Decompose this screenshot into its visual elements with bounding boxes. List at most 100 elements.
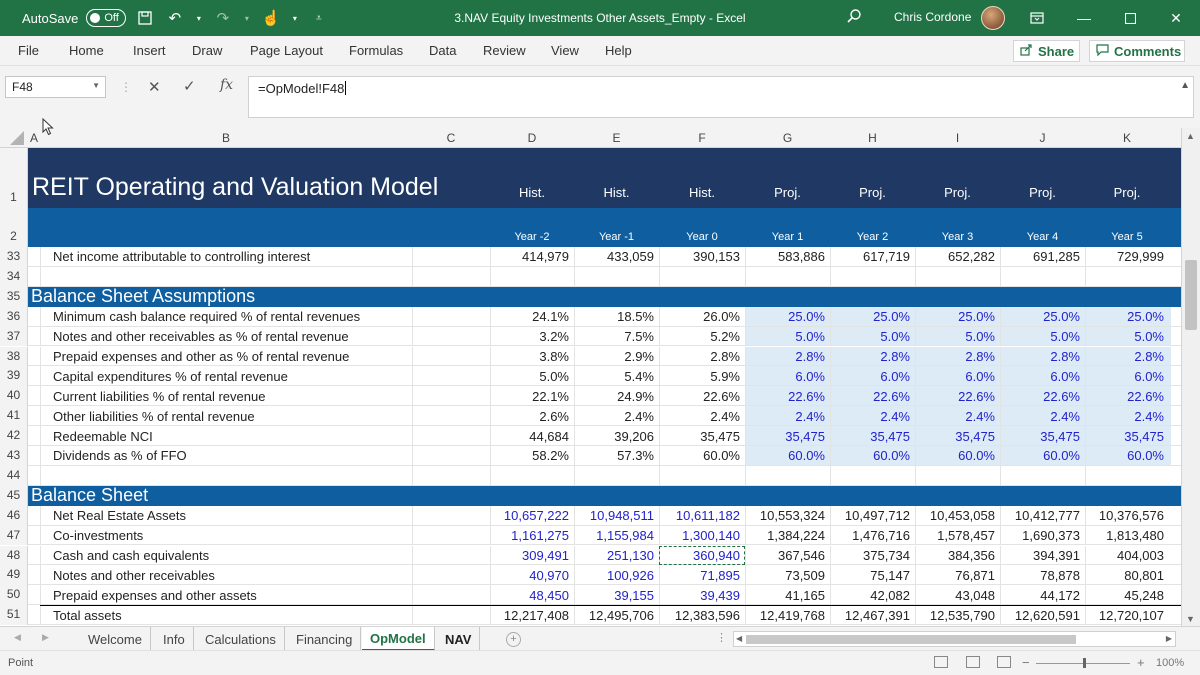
- vertical-scrollbar[interactable]: ▲ ▼: [1181, 128, 1200, 626]
- value-cell[interactable]: 251,130: [607, 547, 654, 563]
- value-cell[interactable]: 1,300,140: [682, 528, 740, 544]
- cell[interactable]: [412, 347, 490, 367]
- value-cell[interactable]: 22.6%: [873, 388, 910, 404]
- value-cell[interactable]: 60.0%: [1043, 448, 1080, 464]
- row-header-33[interactable]: 33: [0, 247, 28, 267]
- value-cell[interactable]: 60.0%: [873, 448, 910, 464]
- vertical-scroll-thumb[interactable]: [1185, 260, 1197, 330]
- value-cell[interactable]: 22.6%: [1127, 388, 1164, 404]
- page-break-view-icon[interactable]: [997, 656, 1011, 668]
- value-cell[interactable]: 18.5%: [617, 309, 654, 325]
- value-cell[interactable]: 1,813,480: [1106, 528, 1164, 544]
- period-type-label[interactable]: Proj.: [1113, 185, 1141, 200]
- column-header-f[interactable]: F: [698, 131, 706, 145]
- period-type-label[interactable]: Hist.: [603, 185, 630, 200]
- value-cell[interactable]: 5.4%: [624, 368, 654, 384]
- ribbon-display-options-icon[interactable]: [1014, 0, 1060, 36]
- tab-file[interactable]: File: [18, 43, 39, 58]
- column-header-d[interactable]: D: [527, 131, 537, 145]
- value-cell[interactable]: 73,509: [785, 567, 825, 583]
- row-header-2[interactable]: 2: [0, 208, 28, 247]
- scroll-right-icon[interactable]: ▶: [1165, 634, 1172, 643]
- row-label[interactable]: Current liabilities % of rental revenue: [53, 388, 266, 404]
- value-cell[interactable]: 25.0%: [1127, 309, 1164, 325]
- cell[interactable]: [412, 506, 490, 526]
- row-label[interactable]: Co-investments: [53, 528, 144, 544]
- value-cell[interactable]: 2.8%: [1134, 348, 1164, 364]
- value-cell[interactable]: 10,376,576: [1098, 508, 1164, 524]
- avatar[interactable]: [981, 6, 1005, 30]
- value-cell[interactable]: 394,391: [1033, 547, 1080, 563]
- value-cell[interactable]: 22.6%: [788, 388, 825, 404]
- row-header-36[interactable]: 36: [0, 306, 28, 327]
- value-cell[interactable]: 390,153: [693, 249, 740, 265]
- value-cell[interactable]: 44,172: [1040, 587, 1080, 603]
- row-label[interactable]: Dividends as % of FFO: [53, 448, 187, 464]
- add-sheet-icon[interactable]: +: [506, 632, 521, 647]
- value-cell[interactable]: 100,926: [607, 567, 654, 583]
- row-label[interactable]: Notes and other receivables as % of rent…: [53, 329, 349, 345]
- touch-mode-icon[interactable]: ☝: [261, 10, 281, 27]
- value-cell[interactable]: 10,553,324: [759, 508, 825, 524]
- cell[interactable]: [412, 307, 490, 327]
- row-label[interactable]: Capital expenditures % of rental revenue: [53, 368, 288, 384]
- value-cell[interactable]: 48,450: [529, 587, 569, 603]
- sheet-tab-nav[interactable]: NAV: [437, 627, 481, 651]
- horizontal-scrollbar[interactable]: ◀ ▶: [733, 631, 1176, 647]
- value-cell[interactable]: 6.0%: [795, 368, 825, 384]
- row-header-34[interactable]: 34: [0, 266, 28, 287]
- row-label[interactable]: Prepaid expenses and other as % of renta…: [53, 348, 350, 364]
- cell[interactable]: [412, 565, 490, 585]
- undo-dropdown-icon[interactable]: ▾: [196, 13, 201, 23]
- search-icon[interactable]: [846, 8, 866, 28]
- column-header-i[interactable]: I: [955, 131, 960, 145]
- value-cell[interactable]: 2.4%: [1134, 408, 1164, 424]
- value-cell[interactable]: 2.8%: [710, 348, 740, 364]
- cell[interactable]: [412, 247, 490, 267]
- row-label[interactable]: Redeemable NCI: [53, 428, 153, 444]
- tab-view[interactable]: View: [551, 43, 579, 58]
- value-cell[interactable]: 10,657,222: [503, 508, 569, 524]
- value-cell[interactable]: 2.6%: [539, 408, 569, 424]
- value-cell[interactable]: 5.9%: [710, 368, 740, 384]
- period-type-label[interactable]: Proj.: [774, 185, 801, 200]
- cell[interactable]: [412, 366, 490, 386]
- save-icon[interactable]: [134, 7, 156, 29]
- value-cell[interactable]: 40,970: [529, 567, 569, 583]
- tab-splitter-icon[interactable]: ⋮: [716, 632, 727, 644]
- row-label[interactable]: Cash and cash equivalents: [53, 547, 210, 563]
- row-header-46[interactable]: 46: [0, 505, 28, 526]
- value-cell[interactable]: 583,886: [778, 249, 825, 265]
- year-label[interactable]: Year 2: [856, 231, 889, 243]
- value-cell[interactable]: 12,720,107: [1098, 607, 1164, 623]
- value-cell[interactable]: 24.9%: [617, 388, 654, 404]
- redo-dropdown-icon[interactable]: ▾: [244, 13, 249, 23]
- tab-help[interactable]: Help: [605, 43, 632, 58]
- value-cell[interactable]: 12,217,408: [503, 607, 569, 623]
- value-cell[interactable]: 35,475: [785, 428, 825, 444]
- touch-mode-dropdown-icon[interactable]: ▾: [292, 13, 297, 23]
- value-cell[interactable]: 41,165: [785, 587, 825, 603]
- cell[interactable]: [412, 406, 490, 426]
- row-header-48[interactable]: 48: [0, 545, 28, 566]
- value-cell[interactable]: 2.8%: [965, 348, 995, 364]
- year-label[interactable]: Year 3: [941, 231, 974, 243]
- value-cell[interactable]: 1,384,224: [767, 528, 825, 544]
- value-cell[interactable]: 5.0%: [795, 329, 825, 345]
- formula-input[interactable]: =OpModel!F48: [248, 76, 1194, 118]
- value-cell[interactable]: 75,147: [870, 567, 910, 583]
- section-title[interactable]: Balance Sheet: [31, 485, 149, 506]
- value-cell[interactable]: 2.4%: [965, 408, 995, 424]
- value-cell[interactable]: 5.2%: [710, 329, 740, 345]
- formula-bar-grip-icon[interactable]: ⋮: [120, 80, 132, 94]
- value-cell[interactable]: 2.4%: [880, 408, 910, 424]
- row-header-43[interactable]: 43: [0, 446, 28, 466]
- value-cell[interactable]: 12,467,391: [844, 607, 910, 623]
- collapse-formula-bar-icon[interactable]: ▲: [1180, 80, 1190, 91]
- value-cell[interactable]: 60.0%: [788, 448, 825, 464]
- value-cell[interactable]: 35,475: [1040, 428, 1080, 444]
- column-header-b[interactable]: B: [221, 131, 230, 145]
- row-header-35[interactable]: 35: [0, 286, 28, 307]
- value-cell[interactable]: 22.6%: [1043, 388, 1080, 404]
- value-cell[interactable]: 2.4%: [1050, 408, 1080, 424]
